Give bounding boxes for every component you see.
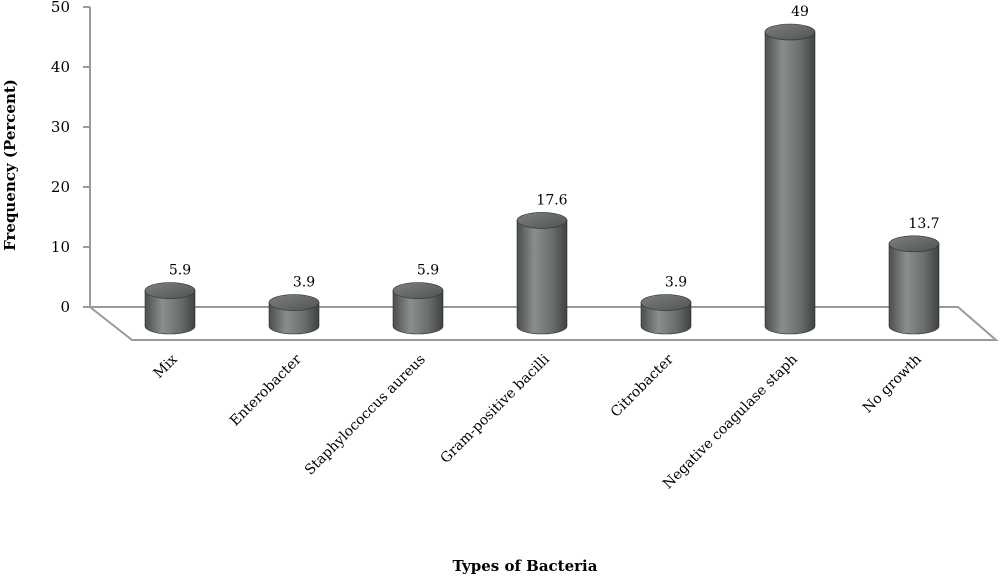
bar-body bbox=[888, 243, 940, 335]
category-label: Gram-positive bacilli bbox=[438, 351, 554, 467]
bar-cap bbox=[888, 235, 940, 253]
bar-cap bbox=[392, 282, 444, 299]
bar-body bbox=[764, 31, 816, 335]
bar bbox=[516, 212, 568, 335]
data-label: 3.9 bbox=[665, 275, 687, 291]
bar-cap bbox=[516, 212, 568, 229]
bar-cap bbox=[268, 294, 320, 311]
bar-body bbox=[268, 302, 320, 335]
data-label: 5.9 bbox=[169, 263, 191, 279]
y-axis-title: Frequency (Percent) bbox=[1, 79, 19, 251]
bar-cap bbox=[640, 294, 692, 311]
y-tick-label: 0 bbox=[60, 298, 70, 316]
bar bbox=[268, 294, 320, 335]
category-label: Negative coagulase staph bbox=[660, 352, 801, 493]
bar bbox=[764, 23, 816, 335]
bar-body bbox=[640, 302, 692, 335]
category-label: No growth bbox=[860, 352, 925, 417]
category-label: Enterobacter bbox=[227, 351, 305, 429]
data-label: 13.7 bbox=[908, 216, 939, 232]
data-label: 3.9 bbox=[293, 275, 315, 291]
bar bbox=[144, 282, 196, 335]
category-label: Citrobacter bbox=[608, 351, 677, 420]
data-label: 5.9 bbox=[417, 263, 439, 279]
bar bbox=[392, 282, 444, 335]
y-tick-label: 30 bbox=[51, 118, 70, 136]
bar-body bbox=[392, 290, 444, 335]
y-tick-label: 20 bbox=[51, 178, 70, 196]
y-tick-label: 40 bbox=[51, 58, 70, 76]
y-tick-label: 10 bbox=[51, 238, 70, 256]
bar-cap bbox=[144, 282, 196, 299]
data-label: 17.6 bbox=[536, 192, 567, 208]
y-tick-label: 50 bbox=[51, 0, 70, 16]
bar-cap bbox=[764, 23, 816, 41]
x-axis-title: Types of Bacteria bbox=[453, 557, 598, 575]
bar-body bbox=[144, 290, 196, 335]
bar bbox=[888, 235, 940, 335]
category-label: Mix bbox=[151, 351, 181, 381]
category-label: Staphylococcus aureus bbox=[302, 352, 429, 479]
bar bbox=[640, 294, 692, 335]
data-label: 49 bbox=[791, 4, 809, 20]
bar-body bbox=[516, 220, 568, 335]
